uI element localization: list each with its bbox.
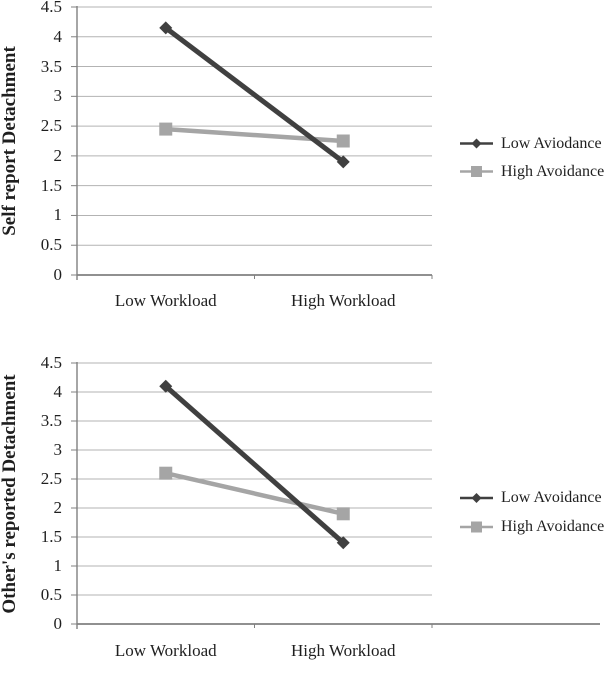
y-tick-label: 4.5 bbox=[40, 0, 62, 16]
x-tick-label: Low Workload bbox=[114, 291, 217, 310]
y-tick-label: 3 bbox=[53, 86, 63, 106]
series-0-diamond-marker bbox=[336, 536, 350, 550]
y-tick-label: 4 bbox=[53, 26, 63, 46]
legend-label: High Avoidance bbox=[501, 162, 605, 180]
y-tick-label: 1.5 bbox=[40, 175, 62, 195]
series-line-0 bbox=[164, 384, 345, 545]
series-line-0 bbox=[164, 25, 345, 164]
legend-label: Low Aviodance bbox=[501, 134, 602, 152]
y-tick-label: 4 bbox=[53, 382, 63, 401]
y-tick-label: 0.5 bbox=[40, 235, 62, 255]
legend-square-marker bbox=[471, 166, 482, 177]
y-axis-title-self-report: Self report Detachment bbox=[0, 46, 20, 236]
y-tick-label: 3 bbox=[53, 440, 63, 459]
y-tick-label: 1.5 bbox=[40, 527, 62, 546]
series-0-diamond-marker bbox=[336, 155, 350, 169]
x-tick-label: High Workload bbox=[290, 641, 396, 660]
y-tick-label: 0 bbox=[53, 265, 63, 284]
y-tick-label: 4.5 bbox=[40, 353, 62, 372]
series-1-square-marker bbox=[336, 134, 350, 148]
legend-diamond-marker bbox=[471, 138, 482, 149]
series-line-1 bbox=[165, 471, 344, 516]
series-0-diamond-marker bbox=[159, 379, 173, 393]
legend-square-marker bbox=[471, 521, 482, 533]
y-tick-label: 2 bbox=[53, 145, 63, 165]
legend-diamond-marker bbox=[471, 493, 482, 503]
series-1-square-marker bbox=[159, 122, 173, 136]
legend-label: Low Avoidance bbox=[501, 489, 602, 506]
y-tick-label: 3.5 bbox=[40, 411, 62, 430]
y-tick-label: 2.5 bbox=[40, 469, 62, 488]
y-tick-label: 3.5 bbox=[40, 56, 62, 76]
x-tick-label: High Workload bbox=[290, 291, 396, 310]
y-tick-label: 0.5 bbox=[40, 585, 62, 604]
y-tick-label: 2.5 bbox=[40, 116, 62, 136]
series-1-square-marker bbox=[336, 507, 350, 521]
y-tick-label: 1 bbox=[53, 205, 63, 225]
y-tick-label: 0 bbox=[53, 614, 63, 633]
y-tick-label: 1 bbox=[53, 556, 63, 575]
series-1-square-marker bbox=[159, 466, 173, 480]
y-tick-label: 2 bbox=[53, 498, 63, 517]
x-tick-label: Low Workload bbox=[114, 641, 217, 660]
legend-label: High Avoidance bbox=[501, 518, 605, 535]
series-0-diamond-marker bbox=[159, 21, 173, 35]
